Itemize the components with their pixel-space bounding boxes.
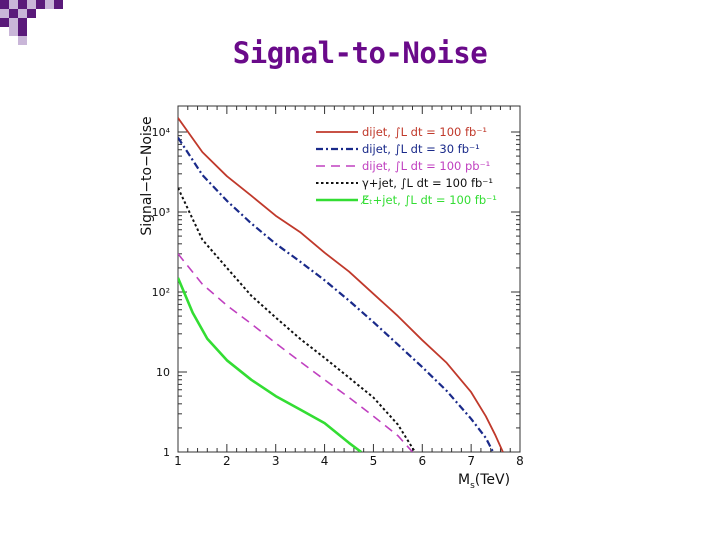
y-tick-label: 10⁴ [152, 126, 171, 139]
legend-label-2: dijet, ∫L dt = 30 fb⁻¹ [362, 142, 480, 156]
x-tick-label: 1 [174, 454, 182, 468]
series-line-5 [178, 277, 362, 452]
plot-frame [177, 105, 521, 453]
x-tick-label: 2 [223, 454, 231, 468]
y-tick-label: 10³ [152, 206, 170, 219]
x-axis-title-symbol: M [458, 472, 471, 488]
y-axis-title: Signal−to−Noise [139, 116, 155, 236]
x-tick-label: 7 [467, 454, 475, 468]
y-tick-label: 1 [163, 446, 170, 459]
legend-label-5: E̸ₜ+jet, ∫L dt = 100 fb⁻¹ [360, 193, 497, 207]
x-axis-title-unit: (TeV) [474, 472, 511, 488]
series-line-4 [178, 187, 416, 452]
legend-label-1: dijet, ∫L dt = 100 fb⁻¹ [362, 125, 487, 139]
x-tick-label: 5 [370, 454, 378, 468]
y-tick-label: 10² [152, 286, 170, 299]
x-tick-label: 4 [321, 454, 329, 468]
legend-label-4: γ+jet, ∫L dt = 100 fb⁻¹ [362, 176, 493, 190]
x-tick-label: 6 [418, 454, 426, 468]
y-tick-label: 10 [156, 366, 170, 379]
x-tick-label: 8 [516, 454, 524, 468]
slide-title: Signal-to-Noise [232, 36, 488, 70]
series-line-3 [178, 253, 414, 452]
x-axis-title: Ms(TeV) [458, 472, 510, 491]
x-axis-title-subscript: s [470, 480, 475, 491]
x-tick-label: 3 [272, 454, 280, 468]
series-line-1 [178, 117, 504, 452]
series-line-2 [178, 136, 495, 452]
slide-corner-decoration [0, 0, 80, 50]
legend-label-3: dijet, ∫L dt = 100 pb⁻¹ [362, 159, 490, 173]
